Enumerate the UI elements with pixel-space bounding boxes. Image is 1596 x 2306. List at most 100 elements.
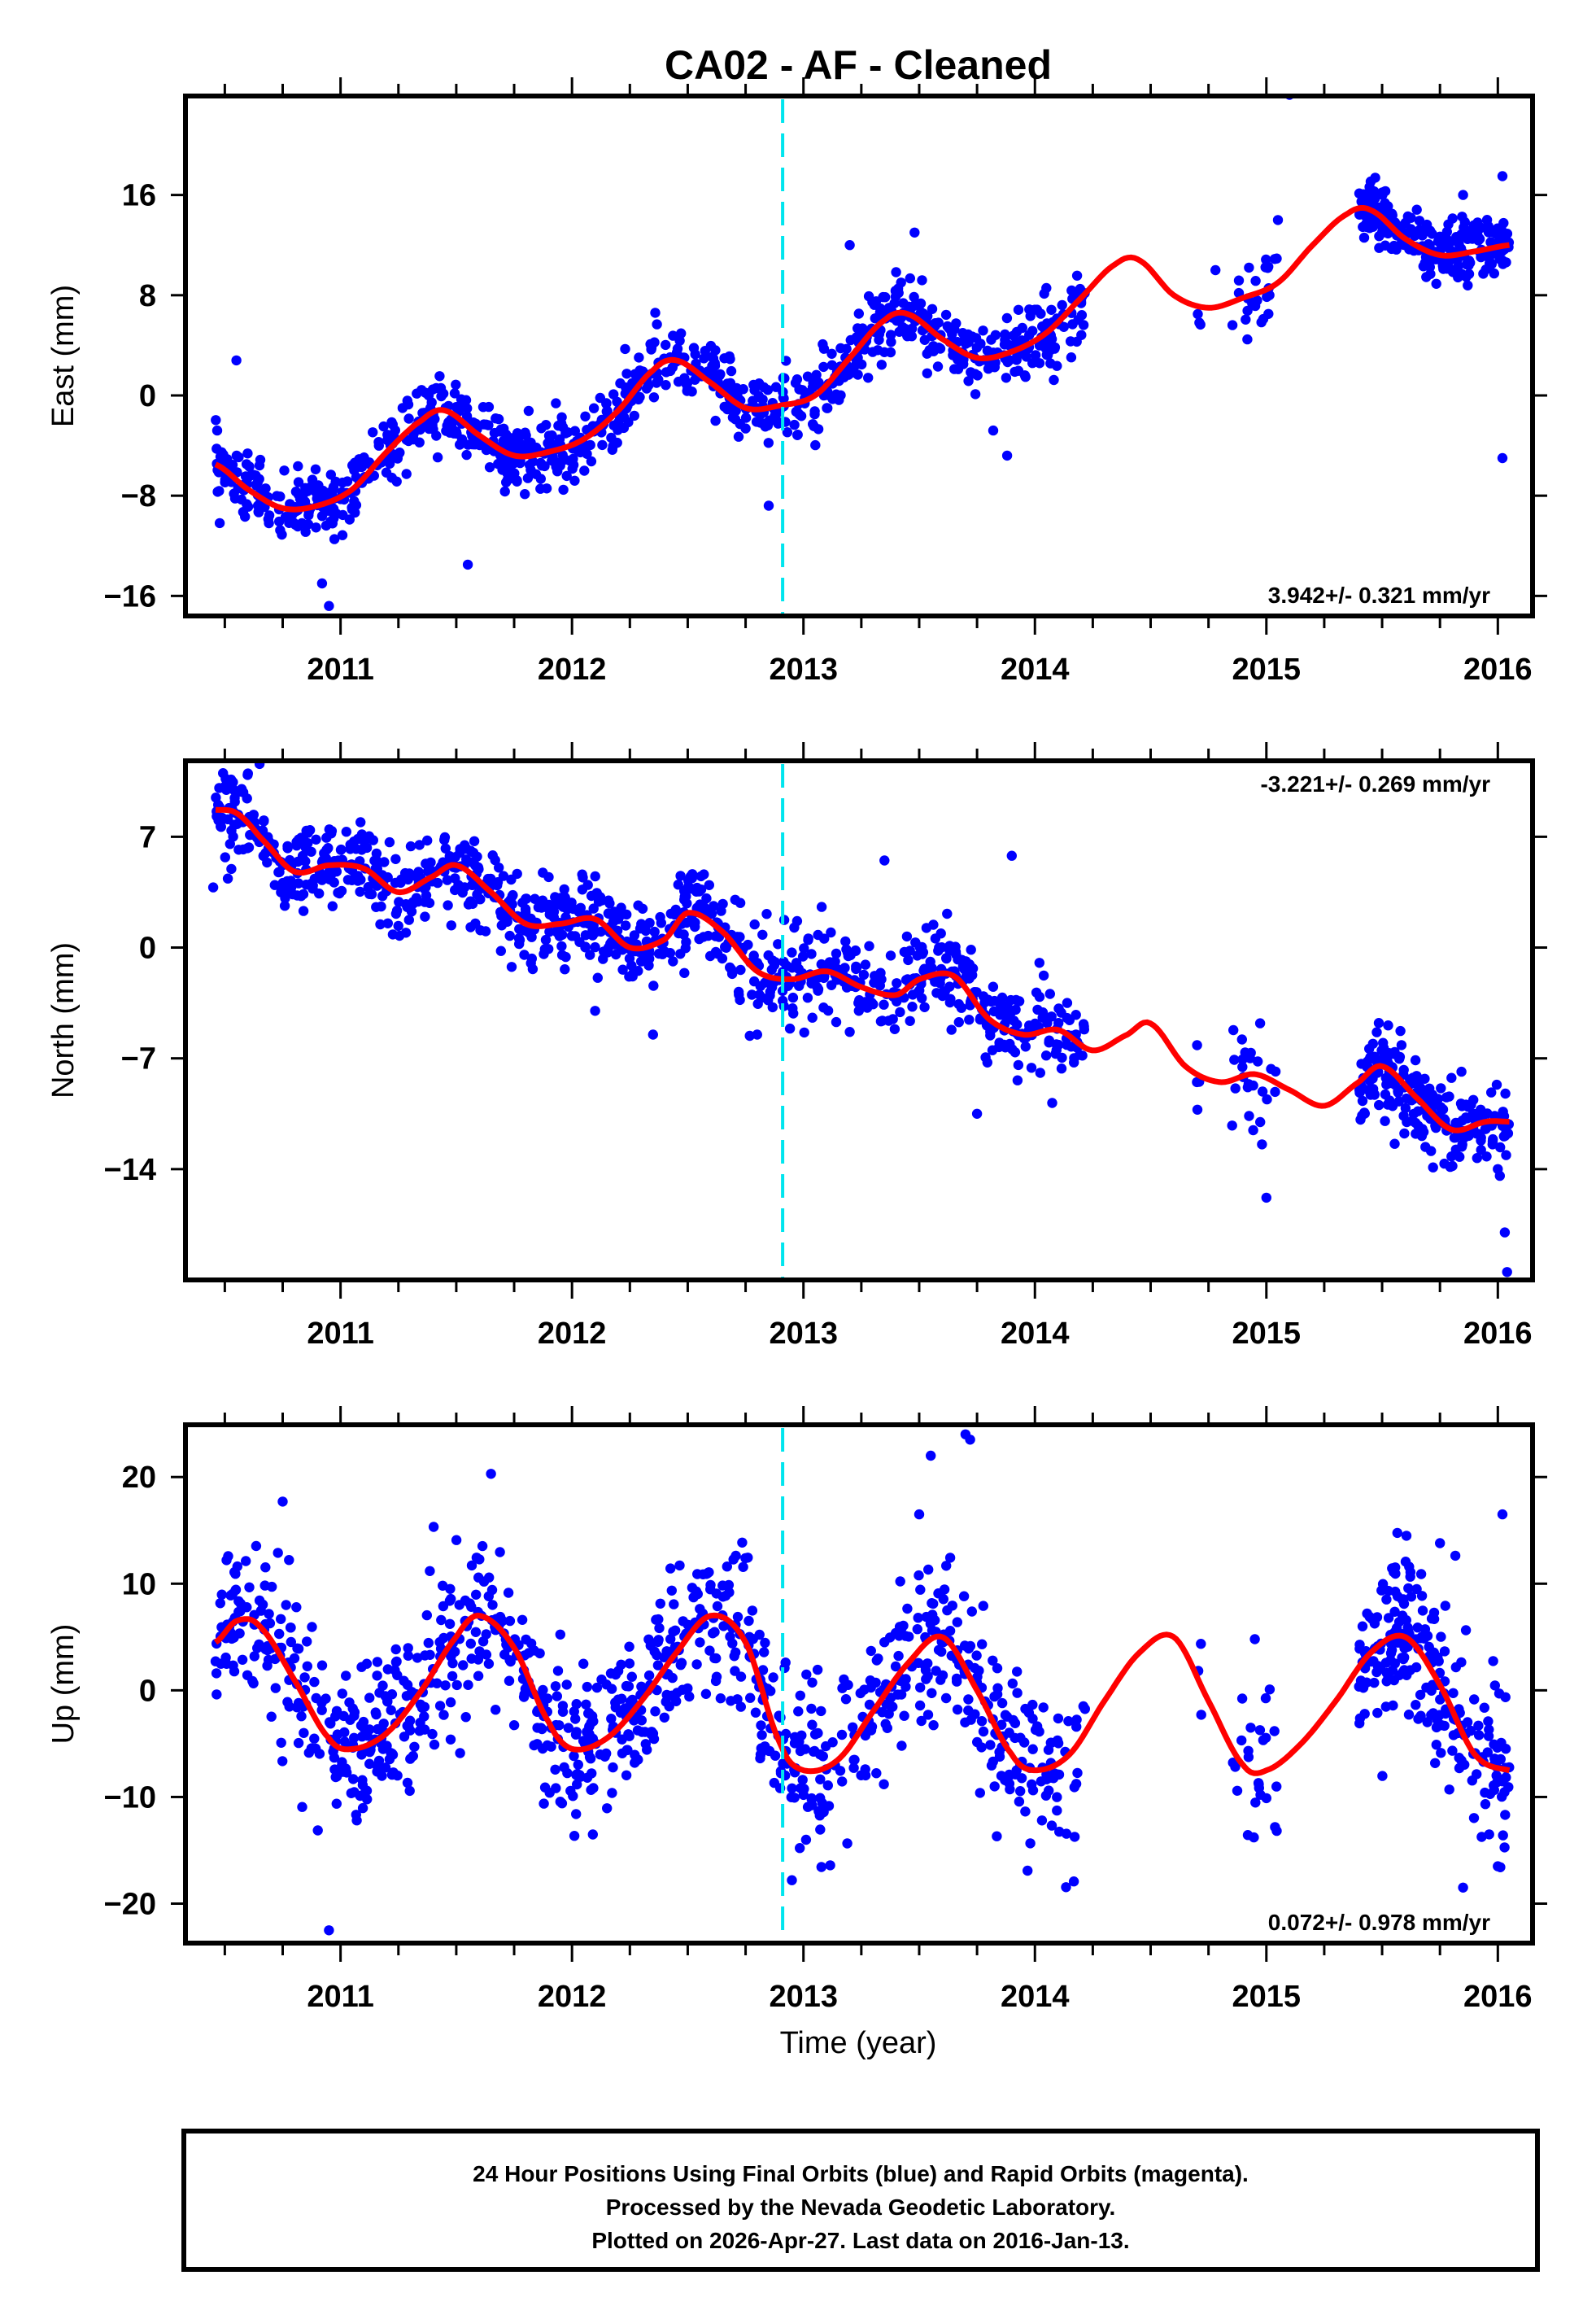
outlier-point bbox=[1272, 215, 1284, 225]
data-point bbox=[348, 1774, 359, 1784]
data-point bbox=[563, 1723, 573, 1733]
data-point bbox=[807, 1677, 818, 1688]
data-point bbox=[399, 1675, 409, 1686]
data-point bbox=[900, 1631, 911, 1641]
data-point bbox=[300, 483, 311, 493]
data-point bbox=[1034, 958, 1045, 968]
data-point bbox=[745, 1692, 756, 1703]
data-point bbox=[915, 298, 927, 309]
data-point bbox=[580, 411, 591, 421]
data-point bbox=[555, 1629, 565, 1640]
data-point bbox=[1472, 1153, 1483, 1164]
data-point bbox=[1484, 1724, 1494, 1735]
data-point bbox=[621, 909, 632, 920]
data-point bbox=[927, 304, 938, 314]
data-point bbox=[385, 458, 395, 469]
data-point bbox=[1077, 1050, 1088, 1061]
data-point bbox=[1476, 1135, 1486, 1146]
data-point bbox=[1439, 1720, 1450, 1732]
data-point bbox=[274, 516, 285, 527]
data-point bbox=[569, 475, 580, 486]
data-point bbox=[1066, 352, 1077, 363]
data-point bbox=[1421, 1682, 1432, 1693]
data-point bbox=[1013, 365, 1024, 376]
data-point bbox=[1068, 1876, 1079, 1887]
data-point bbox=[296, 1711, 307, 1722]
data-point bbox=[1056, 1063, 1067, 1074]
data-point bbox=[495, 1547, 505, 1557]
data-point bbox=[923, 1564, 934, 1575]
data-point bbox=[281, 1600, 291, 1610]
data-point bbox=[298, 906, 309, 916]
data-point bbox=[705, 1579, 716, 1591]
data-point bbox=[503, 1588, 514, 1598]
data-point bbox=[715, 1693, 726, 1704]
data-point bbox=[982, 1057, 993, 1068]
data-point bbox=[1263, 308, 1274, 319]
data-point bbox=[363, 882, 373, 893]
data-point bbox=[1354, 1087, 1365, 1098]
data-point bbox=[747, 1605, 758, 1616]
data-point bbox=[337, 530, 348, 540]
data-point bbox=[377, 1680, 388, 1691]
data-point bbox=[314, 888, 325, 899]
data-point bbox=[1431, 1740, 1442, 1750]
data-point bbox=[442, 875, 453, 885]
data-point bbox=[274, 867, 285, 877]
data-point bbox=[267, 1581, 277, 1592]
data-point bbox=[896, 277, 906, 288]
panel-up: 2011 2012 2013 2014 2015 2016 20 10 0 −10 −20 Up (m… bbox=[46, 1406, 1547, 2014]
data-point bbox=[978, 1726, 989, 1737]
data-point bbox=[1439, 1158, 1450, 1169]
data-point bbox=[458, 1660, 469, 1671]
data-point bbox=[1004, 339, 1014, 351]
outlier-point bbox=[1249, 1634, 1260, 1644]
data-point bbox=[291, 1702, 303, 1713]
data-point bbox=[651, 378, 662, 388]
data-point bbox=[220, 852, 230, 863]
x-tick-label: 2012 bbox=[538, 1980, 607, 2014]
data-point bbox=[214, 518, 225, 529]
rate-annotation-east: 3.942+/- 0.321 mm/yr bbox=[1268, 583, 1490, 608]
outlier-point bbox=[590, 1006, 600, 1016]
data-point bbox=[840, 936, 851, 947]
data-point bbox=[802, 993, 813, 1003]
data-point bbox=[818, 1751, 828, 1762]
data-point bbox=[1012, 1688, 1023, 1698]
data-point bbox=[907, 1002, 918, 1012]
data-point bbox=[597, 439, 608, 451]
outlier-point bbox=[1192, 1077, 1202, 1088]
outlier-point bbox=[1497, 1509, 1508, 1520]
data-point bbox=[629, 1715, 639, 1726]
data-point bbox=[386, 1748, 396, 1758]
data-point bbox=[595, 926, 606, 937]
data-point bbox=[404, 1785, 415, 1797]
data-point bbox=[704, 950, 716, 962]
data-point bbox=[1049, 343, 1060, 354]
data-point bbox=[931, 1666, 941, 1676]
data-point bbox=[585, 950, 595, 960]
data-point bbox=[414, 1726, 425, 1736]
data-point bbox=[1039, 288, 1049, 299]
data-point bbox=[217, 815, 228, 825]
data-point bbox=[887, 1014, 898, 1024]
data-point bbox=[1036, 308, 1046, 319]
data-point bbox=[719, 353, 730, 364]
data-point bbox=[1436, 1748, 1446, 1758]
data-point bbox=[316, 1660, 328, 1671]
data-point bbox=[438, 388, 449, 399]
data-point bbox=[1016, 1773, 1027, 1784]
data-point bbox=[1253, 1056, 1263, 1067]
data-point bbox=[1269, 1726, 1280, 1736]
data-point bbox=[446, 920, 456, 931]
data-point bbox=[504, 1675, 515, 1686]
data-point bbox=[251, 479, 262, 490]
data-point bbox=[538, 1684, 548, 1696]
data-point bbox=[552, 1691, 562, 1701]
data-point bbox=[1408, 1108, 1419, 1120]
data-point bbox=[466, 1560, 477, 1571]
data-point bbox=[895, 1576, 905, 1587]
data-point bbox=[523, 405, 534, 417]
data-point bbox=[582, 1727, 592, 1737]
data-point bbox=[751, 417, 762, 427]
